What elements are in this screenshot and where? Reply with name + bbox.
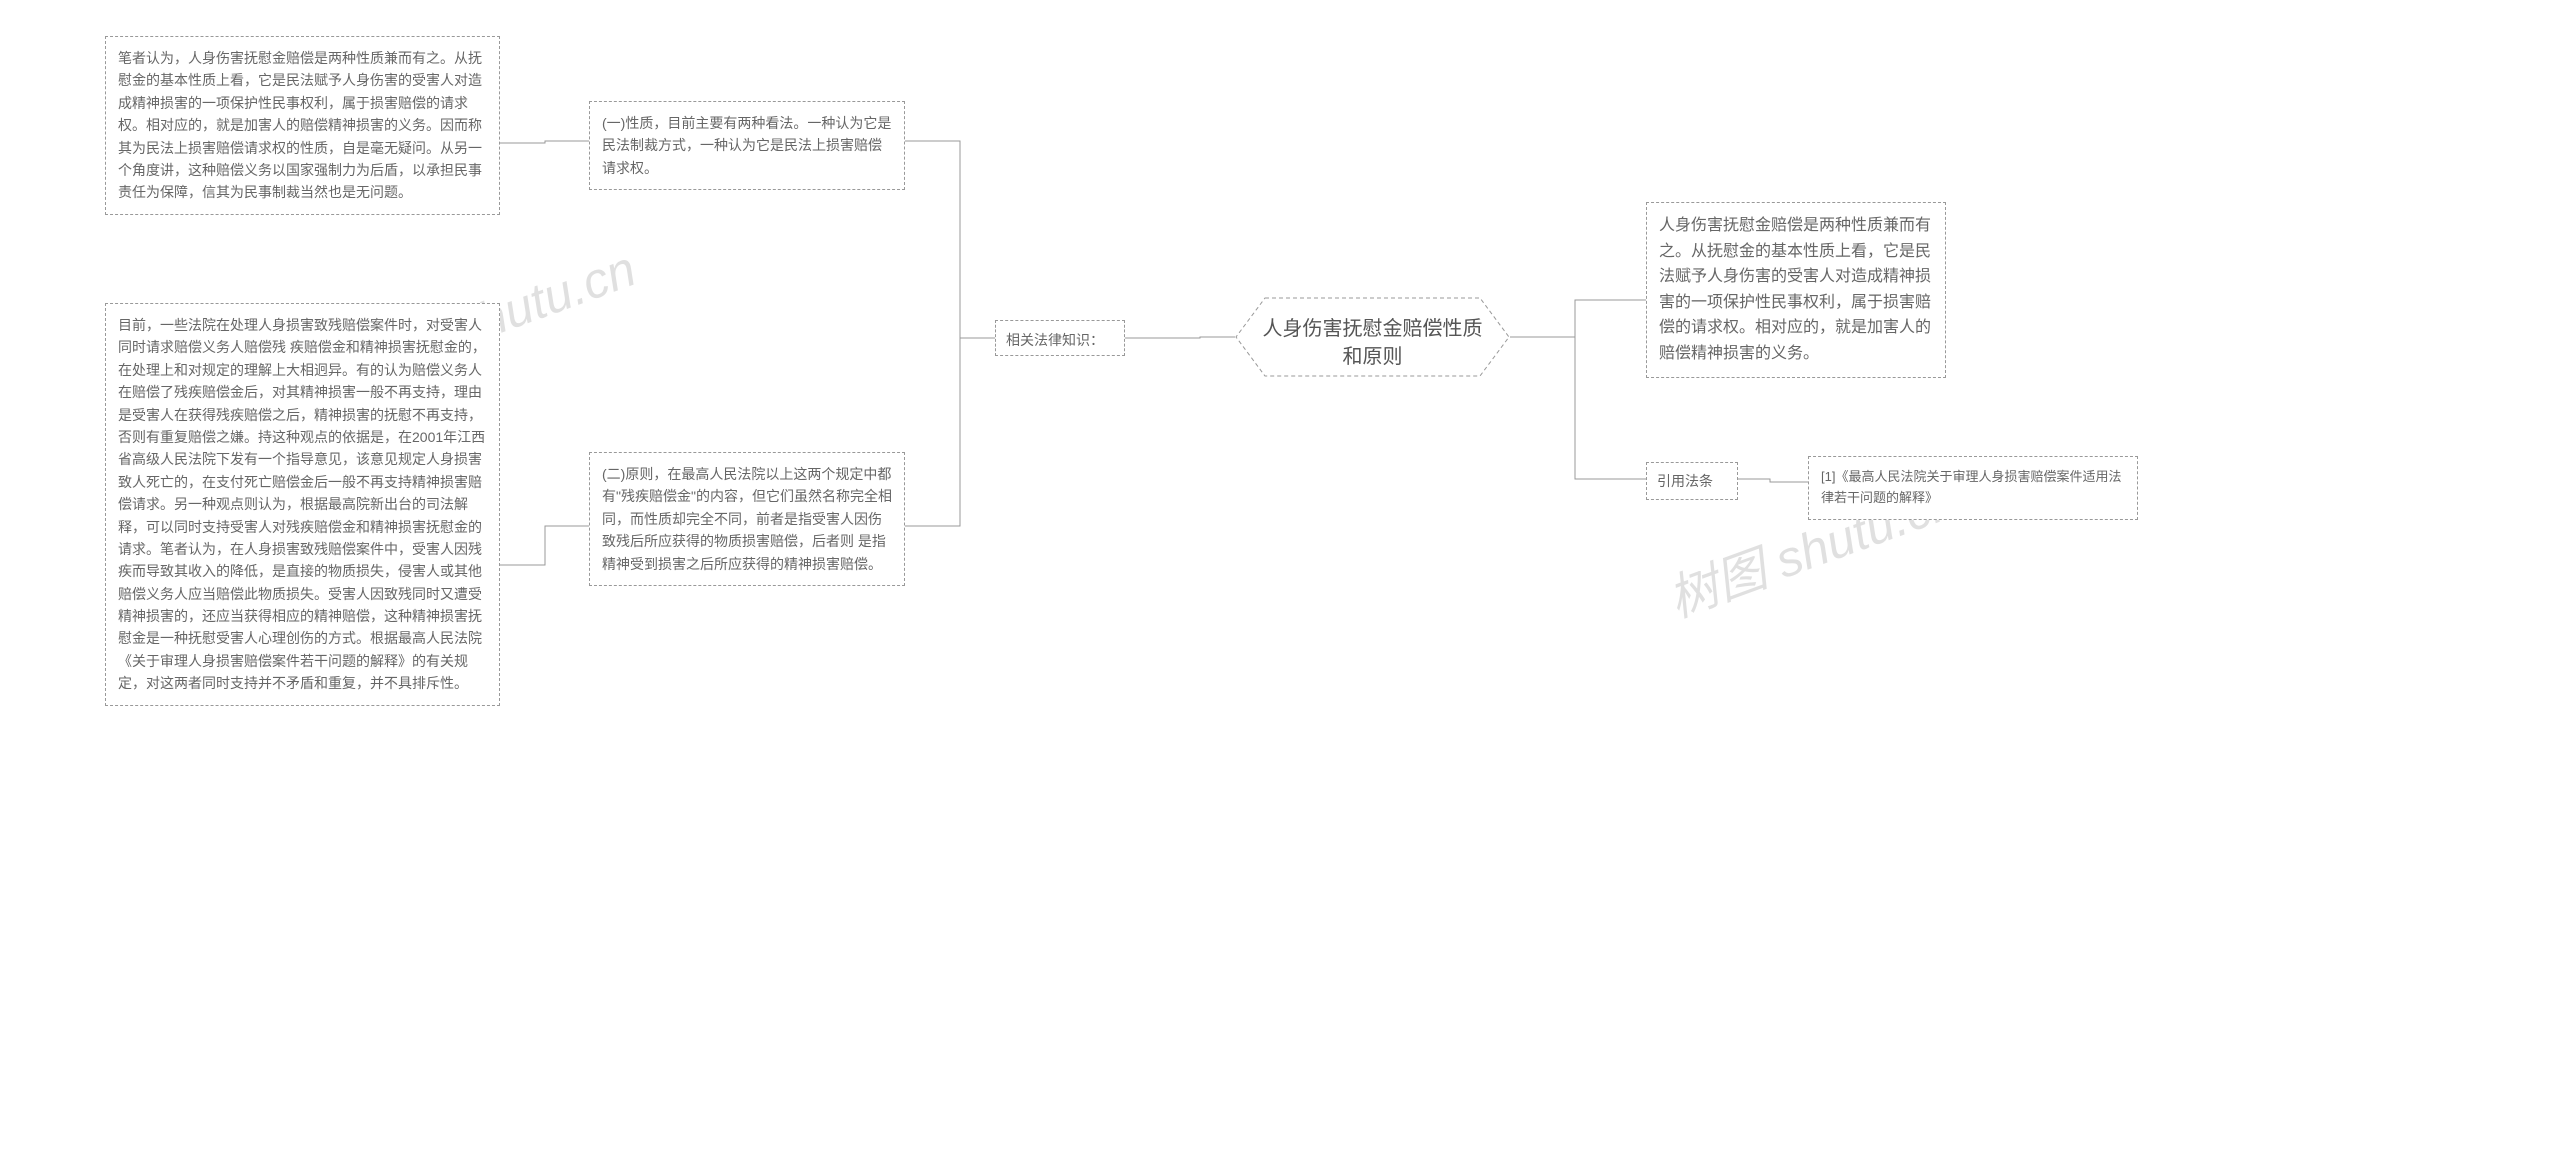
related-law-label: 相关法律知识：: [995, 320, 1125, 356]
nature-item: (一)性质，目前主要有两种看法。一种认为它是民法制裁方式，一种认为它是民法上损害…: [589, 101, 905, 190]
principle-item: (二)原则，在最高人民法院以上这两个规定中都有"残疾赔偿金"的内容，但它们虽然名…: [589, 452, 905, 586]
center-title-line2: 和原则: [1343, 346, 1403, 368]
summary-box: 人身伤害抚慰金赔偿是两种性质兼而有之。从抚慰金的基本性质上看，它是民法赋予人身伤…: [1646, 202, 1946, 378]
detail-principle: 目前，一些法院在处理人身损害致残赔偿案件时，对受害人同时请求赔偿义务人赔偿残 疾…: [105, 303, 500, 706]
center-title-line1: 人身伤害抚慰金赔偿性质: [1263, 318, 1483, 340]
detail-nature: 笔者认为，人身伤害抚慰金赔偿是两种性质兼而有之。从抚慰金的基本性质上看，它是民法…: [105, 36, 500, 215]
center-node: 人身伤害抚慰金赔偿性质 和原则: [1235, 297, 1510, 377]
citation-label: 引用法条: [1646, 462, 1738, 500]
citation-text: [1]《最高人民法院关于审理人身损害赔偿案件适用法律若干问题的解释》: [1808, 456, 2138, 520]
